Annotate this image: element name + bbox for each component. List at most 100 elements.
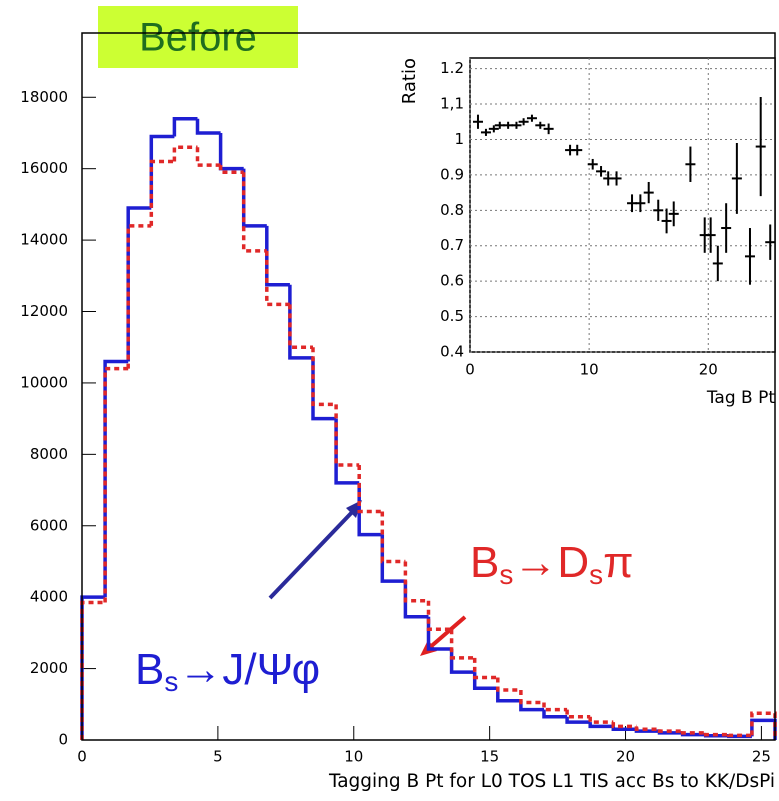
x-tick-label: 0 [77,748,87,766]
annotation: Bs→Dsπ [470,538,634,591]
title-box [98,6,298,68]
histogram-step [103,366,129,603]
annotation-text: →D [513,538,589,587]
x-tick-label: 0 [465,361,475,379]
histogram-step [334,418,360,485]
histogram-step [149,159,175,226]
histogram-step [750,718,777,740]
annotation-text: π [603,538,633,587]
histogram-step [172,116,198,137]
y-tick-label: 0.8 [440,201,464,219]
histogram-step [380,511,406,564]
histogram-step [449,648,475,674]
histogram-step [103,359,129,598]
histogram-step [496,677,521,692]
histogram-step [218,165,244,175]
subscript: s [164,666,178,697]
x-tick-label: 20 [699,361,718,379]
histogram-step [496,688,521,703]
histogram-step [218,132,244,171]
y-tick-label: 16000 [20,159,68,177]
histogram-step [311,357,337,421]
x-axis-title: Tag B Pt [706,388,776,408]
histogram-step [380,534,406,583]
histogram-step [703,732,729,737]
histogram-step [727,733,752,738]
histogram-step [265,225,290,287]
histogram-step [195,118,221,135]
y-tick-label: 12000 [20,302,68,320]
histogram-step [634,726,660,732]
histogram-step [241,172,267,253]
y-tick-label: 0.6 [440,272,464,290]
histogram-step [542,709,568,719]
histogram-step [449,629,475,660]
x-tick-label: 20 [616,748,635,766]
histogram-step [126,206,152,362]
histogram-step [357,482,383,537]
x-tick-label: 25 [752,748,771,766]
histogram-step [588,722,614,729]
y-tick-label: 0.4 [440,343,464,361]
annotation-text: →J/Ψφ [178,645,320,694]
arrow [426,615,467,651]
histogram-step [172,145,198,162]
histogram-step [334,404,360,467]
inset-background [469,57,776,353]
chart-title: Before [139,16,257,60]
plot-frame [81,32,776,741]
histogram-step [149,134,175,208]
y-tick-label: 8000 [30,445,68,463]
histogram-step [403,581,429,619]
histogram-step [519,700,544,712]
y-tick-label: 1 [454,130,464,148]
histogram-step [311,347,337,407]
histogram-step [265,250,290,307]
histogram-step [565,709,591,719]
histogram-step [750,711,777,740]
histogram-step [241,168,267,228]
y-axis-title: Ratio [399,58,420,104]
annotation-text: B [135,645,164,694]
y-tick-label: 10000 [20,373,68,391]
subscript: s [499,559,513,590]
x-axis-title: Tagging B Pt for L0 TOS L1 TIS acc Bs to… [328,771,775,792]
histogram-step [611,722,637,729]
y-tick-label: 0 [58,731,68,749]
y-tick-label: 1,1 [440,95,464,113]
x-tick-label: 15 [480,748,499,766]
y-tick-label: 0.7 [440,236,464,254]
y-tick-label: 0.9 [440,165,464,183]
histogram-step [426,600,452,632]
y-tick-label: 0.5 [440,307,464,325]
histogram-step [680,731,706,735]
histogram-step [80,600,106,740]
histogram-step [588,716,614,724]
x-tick-label: 10 [580,361,599,379]
histogram-step [519,690,544,705]
y-tick-label: 1.2 [440,59,464,77]
histogram-step [403,561,429,603]
y-tick-label: 6000 [30,516,68,534]
histogram-step [472,657,498,680]
histogram-step [195,147,221,167]
histogram-step [565,716,591,724]
histogram-step [288,304,313,349]
x-tick-label: 10 [344,748,363,766]
histogram-step [357,465,383,514]
y-tick-label: 2000 [30,659,68,677]
histogram-step [611,726,637,732]
histogram-step [657,729,683,733]
histogram-step [472,672,498,690]
y-tick-label: 18000 [20,88,68,106]
arrow [268,505,359,600]
y-tick-label: 4000 [30,588,68,606]
x-tick-label: 5 [213,748,223,766]
histogram-step [542,702,568,712]
histogram-step [126,224,152,369]
histogram-step [426,616,452,651]
y-tick-label: 14000 [20,231,68,249]
subscript: s [589,559,603,590]
